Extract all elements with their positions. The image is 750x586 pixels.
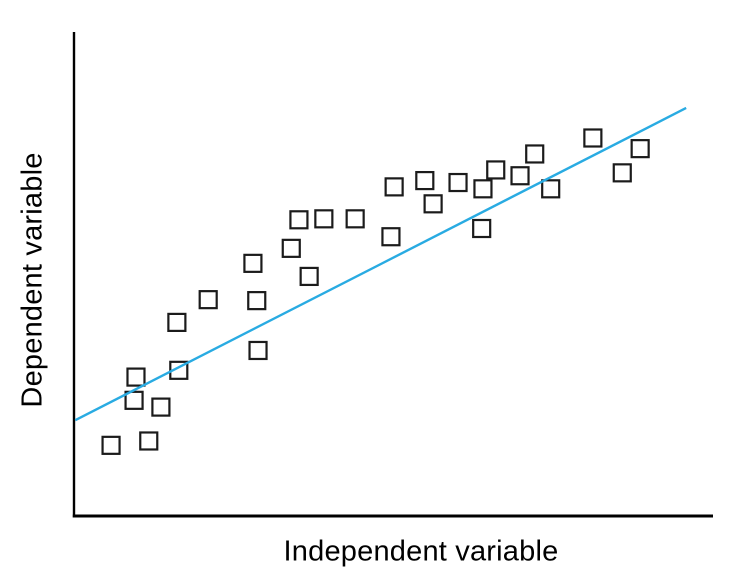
scatter-point [101,435,121,455]
scatter-point [198,290,218,310]
scatter-point [139,431,159,451]
scatter-point [289,210,309,230]
scatter-point [124,390,144,410]
y-axis-label: Dependent variable [16,152,49,408]
scatter-point [473,179,493,199]
scatter-point [448,172,468,193]
scatter-point [612,163,632,183]
scatter-point [167,312,187,332]
scatter-point [583,128,603,148]
scatter-point [472,218,492,239]
scatter-point [314,209,334,229]
scatter-point [281,238,301,258]
scatter-point [243,253,263,273]
trend-line [74,106,687,422]
scatter-point [423,194,443,214]
scatter-point [510,166,530,186]
scatter-point [486,160,506,180]
scatter-point [630,139,650,159]
scatter-point [384,177,404,197]
x-axis-label: Independent variable [283,535,559,568]
scatter-point [345,209,365,229]
scatter-point [247,291,267,311]
scatter-point [525,144,545,164]
scatter-point [151,397,171,417]
scatter-point [248,340,268,361]
scatter-point [126,367,146,387]
scatter-point [381,227,401,247]
scatter-point [541,179,561,199]
scatter-point [299,266,319,287]
scatter-point [415,170,435,191]
